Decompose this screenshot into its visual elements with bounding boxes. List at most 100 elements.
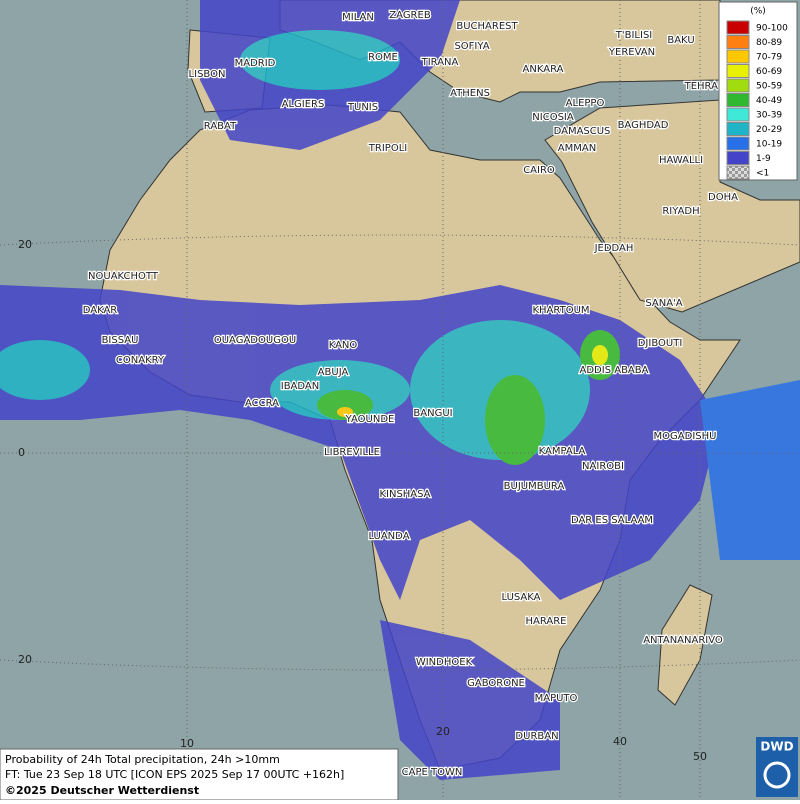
city-label: DAMASCUS: [554, 126, 611, 137]
city-label: GABORONE: [467, 678, 525, 689]
city-label: KAMPALA: [539, 446, 586, 457]
city-label: ABUJA: [318, 367, 349, 378]
city-label: CAIRO: [523, 165, 555, 176]
latitude-label: 20: [18, 653, 32, 666]
legend-label: 40-49: [756, 96, 782, 106]
city-label: MILAN: [342, 12, 374, 23]
city-label: RIYADH: [662, 206, 699, 217]
city-label: MAPUTO: [535, 693, 578, 704]
city-label: RABAT: [204, 121, 237, 132]
city-label: DJIBOUTI: [638, 338, 683, 349]
city-label: KINSHASA: [379, 489, 430, 500]
city-label: LUANDA: [368, 531, 409, 542]
city-label: NAIROBI: [582, 461, 624, 472]
legend-swatch: [726, 20, 750, 35]
city-label: BANGUI: [413, 408, 452, 419]
city-label: TEHRAN: [684, 81, 726, 92]
legend-swatch: [726, 136, 750, 151]
city-label: WINDHOEK: [416, 657, 473, 668]
city-label: DURBAN: [515, 731, 558, 742]
city-label: CAPE TOWN: [402, 767, 463, 778]
legend-swatch: [726, 49, 750, 64]
legend-swatch: [726, 107, 750, 122]
city-label: LISBON: [189, 69, 226, 80]
latitude-label: 0: [18, 446, 25, 459]
legend-label: 1-9: [756, 154, 771, 164]
city-label: KANO: [329, 340, 358, 351]
city-label: ANKARA: [523, 64, 564, 75]
longitude-label: 10: [180, 737, 194, 750]
caption-line: ©2025 Deutscher Wetterdienst: [5, 784, 199, 797]
city-label: AMMAN: [558, 143, 596, 154]
city-label: DAR ES SALAAM: [571, 515, 653, 526]
legend-swatch: [726, 151, 750, 165]
city-label: ADDIS ABABA: [580, 365, 649, 376]
legend-label: <1: [756, 169, 769, 179]
legend-swatch: [726, 35, 750, 49]
labels: MILAN ZAGREB BUCHAREST SOFIYA ROME MADRID TIRA…: [18, 9, 739, 780]
legend-label: 30-39: [756, 111, 782, 121]
city-label: CONAKRY: [116, 355, 165, 366]
city-label: OUAGADOUGOU: [214, 335, 296, 346]
logo: DWD: [760, 740, 793, 754]
city-label: LUSAKA: [502, 592, 541, 603]
city-label: BAGHDAD: [618, 120, 669, 131]
city-label: MADRID: [235, 58, 276, 69]
city-label: DAKAR: [83, 305, 118, 316]
city-label: TIRANA: [421, 57, 459, 68]
legend-label: 80-89: [756, 38, 782, 48]
city-label: JEDDAH: [594, 243, 634, 254]
city-label: HAWALLI: [659, 155, 703, 166]
legend-title: (%): [750, 7, 766, 17]
city-label: YAOUNDE: [345, 414, 395, 425]
city-label: TRIPOLI: [368, 143, 407, 154]
legend-label: 90-100: [756, 24, 788, 34]
city-label: ANTANANARIVO: [643, 635, 723, 646]
legend-swatch: [726, 165, 750, 180]
legend-swatch: [726, 64, 750, 78]
city-label: ALGIERS: [282, 99, 325, 110]
city-label: SOFIYA: [454, 41, 489, 52]
legend-label: 10-19: [756, 140, 782, 150]
city-label: BAKU: [667, 35, 694, 46]
legend-label: 70-79: [756, 53, 782, 63]
longitude-label: 20: [436, 725, 450, 738]
logo-mark: [763, 761, 791, 789]
caption-line: Probability of 24h Total precipitation, …: [5, 753, 280, 766]
city-label: SANA'A: [645, 298, 682, 309]
city-label: BISSAU: [102, 335, 139, 346]
city-label: NOUAKCHOTT: [88, 271, 159, 282]
city-label: LIBREVILLE: [324, 447, 380, 458]
legend-label: 20-29: [756, 125, 782, 135]
city-label: ZAGREB: [389, 10, 431, 21]
legend-swatch: [726, 78, 750, 93]
city-label: IBADAN: [281, 381, 320, 392]
longitude-label: 50: [693, 750, 707, 763]
caption-line: FT: Tue 23 Sep 18 UTC [ICON EPS 2025 Sep…: [5, 768, 344, 781]
city-label: MOGADISHU: [654, 431, 717, 442]
legend-label: 50-59: [756, 82, 782, 92]
city-label: KHARTOUM: [532, 305, 589, 316]
legend-swatch: [726, 122, 750, 136]
city-label: T'BILISI: [615, 30, 652, 41]
city-label: NICOSIA: [532, 112, 574, 123]
caption-box: [0, 748, 399, 801]
legend: (%) 90-100 80-89 70-79 60-69 50-59 40-49 30-39…: [718, 1, 798, 181]
precipitation: [0, 0, 800, 780]
city-label: DOHA: [708, 192, 738, 203]
city-label: ATHENS: [450, 88, 490, 99]
city-label: ALEPPO: [566, 98, 605, 109]
city-label: TUNIS: [347, 102, 378, 113]
latitude-label: 20: [18, 238, 32, 251]
city-label: YEREVAN: [608, 47, 655, 58]
city-label: BUJUMBURA: [504, 481, 565, 492]
city-label: BUCHAREST: [456, 21, 518, 32]
city-label: HARARE: [525, 616, 566, 627]
city-label: ACCRA: [245, 398, 279, 409]
city-label: ROME: [368, 52, 398, 63]
legend-label: 60-69: [756, 67, 782, 77]
longitude-label: 40: [613, 735, 627, 748]
legend-swatch: [726, 93, 750, 107]
